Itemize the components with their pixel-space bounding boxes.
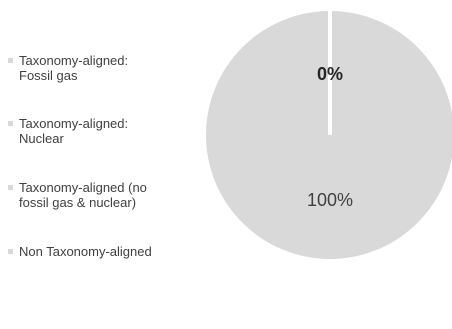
legend-swatch-fossil-gas [8, 58, 13, 63]
legend-item-taxonomy-aligned-other: Taxonomy-aligned (no fossil gas & nuclea… [8, 180, 194, 210]
legend-label-non-taxonomy-aligned: Non Taxonomy-aligned [19, 244, 152, 259]
data-label-zero-percent: 0% [317, 64, 343, 84]
legend-item-fossil-gas: Taxonomy-aligned: Fossil gas [8, 53, 194, 83]
legend-swatch-non-taxonomy-aligned [8, 249, 13, 254]
legend-label-taxonomy-aligned-other: Taxonomy-aligned (no fossil gas & nuclea… [19, 180, 147, 210]
chart-legend: Taxonomy-aligned: Fossil gas Taxonomy-al… [8, 0, 198, 329]
legend-swatch-nuclear [8, 121, 13, 126]
legend-label-nuclear: Taxonomy-aligned: Nuclear [19, 116, 129, 146]
data-label-hundred-percent: 100% [307, 190, 353, 210]
legend-label-fossil-gas: Taxonomy-aligned: Fossil gas [19, 53, 129, 83]
legend-item-nuclear: Taxonomy-aligned: Nuclear [8, 116, 194, 146]
legend-swatch-taxonomy-aligned-other [8, 185, 13, 190]
legend-item-non-taxonomy-aligned: Non Taxonomy-aligned [8, 244, 194, 259]
